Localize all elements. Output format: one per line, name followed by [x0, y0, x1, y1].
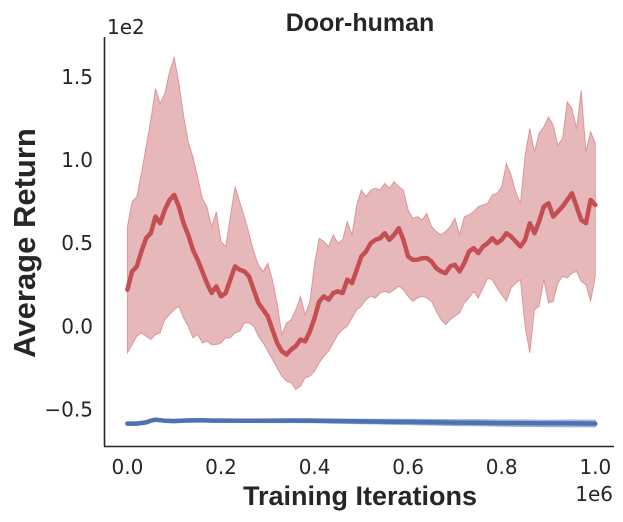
x-tick-label: 1.0	[579, 455, 611, 479]
chart-title: Door-human	[286, 9, 435, 37]
y-tick-label: 1.0	[61, 148, 93, 172]
y-tick-label: 1.5	[61, 65, 93, 89]
x-tick-label: 0.6	[392, 455, 424, 479]
x-tick-label: 0.8	[486, 455, 518, 479]
y-axis-offset-label: 1e2	[107, 15, 145, 39]
series-1-line	[125, 191, 598, 357]
x-axis-offset-label: 1e6	[575, 482, 613, 506]
x-tick-label: 0.0	[111, 455, 143, 479]
y-tick-labels: −0.5 0.0 0.5 1.0 1.5	[44, 65, 93, 421]
y-tick-label: 0.5	[61, 231, 93, 255]
x-tick-labels: 0.0 0.2 0.4 0.6 0.8 1.0	[111, 455, 611, 479]
axes	[103, 37, 614, 448]
y-tick-label: 0.0	[61, 314, 93, 338]
y-tick-label: −0.5	[44, 397, 93, 421]
x-axis-label: Training Iterations	[243, 481, 477, 511]
series-2-line	[125, 417, 598, 426]
x-tick-label: 0.4	[299, 455, 331, 479]
y-axis-label: Average Return	[7, 128, 42, 358]
x-tick-label: 0.2	[205, 455, 237, 479]
series-lines	[125, 191, 598, 426]
series-1-confidence-band	[126, 56, 596, 391]
